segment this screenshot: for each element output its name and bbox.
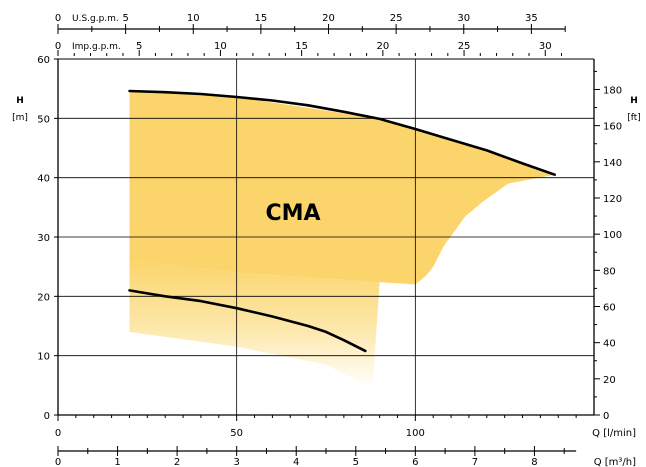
upper-curve	[128, 89, 557, 176]
imp-gpm-tick-label: 10	[214, 41, 227, 52]
pump-model-label: CMA	[265, 201, 320, 226]
us-gpm-tick-label: 10	[187, 13, 200, 24]
us-gpm-tick-label: 25	[390, 13, 403, 24]
left-tick-label: 60	[37, 55, 50, 66]
left-tick-label: 50	[37, 114, 50, 125]
left-tick-label: 30	[37, 233, 50, 244]
left-tick-label: 10	[37, 352, 50, 363]
m3h-tick-label: 3	[233, 457, 239, 467]
m3h-axis-title: Q [m³/h]	[594, 457, 636, 467]
right-tick-label: 40	[603, 339, 616, 350]
right-tick-label: 120	[603, 194, 622, 205]
right-tick-label: 160	[603, 122, 622, 133]
operating-envelope-group	[129, 91, 555, 389]
imp-gpm-tick-label: 5	[136, 41, 142, 52]
left-tick-label: 20	[37, 292, 50, 303]
right-axis-title: H	[630, 96, 638, 106]
envelope-solid-area	[129, 91, 555, 285]
imp-gpm-tick-label: 0	[55, 41, 61, 52]
imp-gpm-tick-label: 15	[295, 41, 308, 52]
left-axis-unit: [m]	[12, 113, 28, 123]
bottom-axis-title: Q [l/min]	[592, 428, 636, 439]
us-gpm-tick-label: 20	[322, 13, 335, 24]
bottom-tick-label: 50	[230, 428, 243, 439]
m3h-tick-label: 0	[55, 457, 61, 467]
m3h-tick-label: 8	[531, 457, 537, 467]
imp-gpm-tick-label: 25	[458, 41, 471, 52]
right-axis-unit: [ft]	[627, 113, 641, 123]
m3h-tick-label: 4	[293, 457, 299, 467]
left-tick-label: 0	[44, 411, 50, 422]
curves-group	[128, 89, 557, 353]
m3h-tick-label: 7	[472, 457, 478, 467]
imp-gpm-tick-label: 20	[376, 41, 389, 52]
right-tick-label: 0	[603, 411, 609, 422]
right-tick-label: 100	[603, 230, 622, 241]
m3h-tick-label: 5	[353, 457, 359, 467]
m3h-tick-label: 6	[412, 457, 418, 467]
bottom-tick-label: 0	[55, 428, 61, 439]
bottom-tick-label: 100	[406, 428, 425, 439]
us-gpm-tick-label: 0	[55, 13, 61, 24]
right-tick-label: 140	[603, 158, 622, 169]
imp-gpm-tick-label: 30	[539, 41, 552, 52]
m3h-tick-label: 2	[174, 457, 180, 467]
right-tick-label: 20	[603, 375, 616, 386]
us-gpm-tick-label: 30	[457, 13, 470, 24]
right-tick-label: 80	[603, 266, 616, 277]
us-gpm-tick-label: 5	[122, 13, 128, 24]
grid-group	[58, 59, 594, 415]
left-axis-title: H	[16, 96, 24, 106]
lower-curve	[128, 289, 367, 353]
imp-gpm-axis-title: Imp.g.p.m.	[72, 42, 121, 52]
us-gpm-axis-title: U.S.g.p.m.	[72, 14, 119, 24]
us-gpm-tick-label: 35	[525, 13, 538, 24]
envelope-faded-area	[129, 260, 380, 389]
us-gpm-tick-label: 15	[255, 13, 268, 24]
axes-group: 0102030405060H[m]02040608010012014016018…	[12, 13, 641, 467]
left-tick-label: 40	[37, 174, 50, 185]
right-tick-label: 60	[603, 302, 616, 313]
m3h-tick-label: 1	[114, 457, 120, 467]
right-tick-label: 180	[603, 85, 622, 96]
